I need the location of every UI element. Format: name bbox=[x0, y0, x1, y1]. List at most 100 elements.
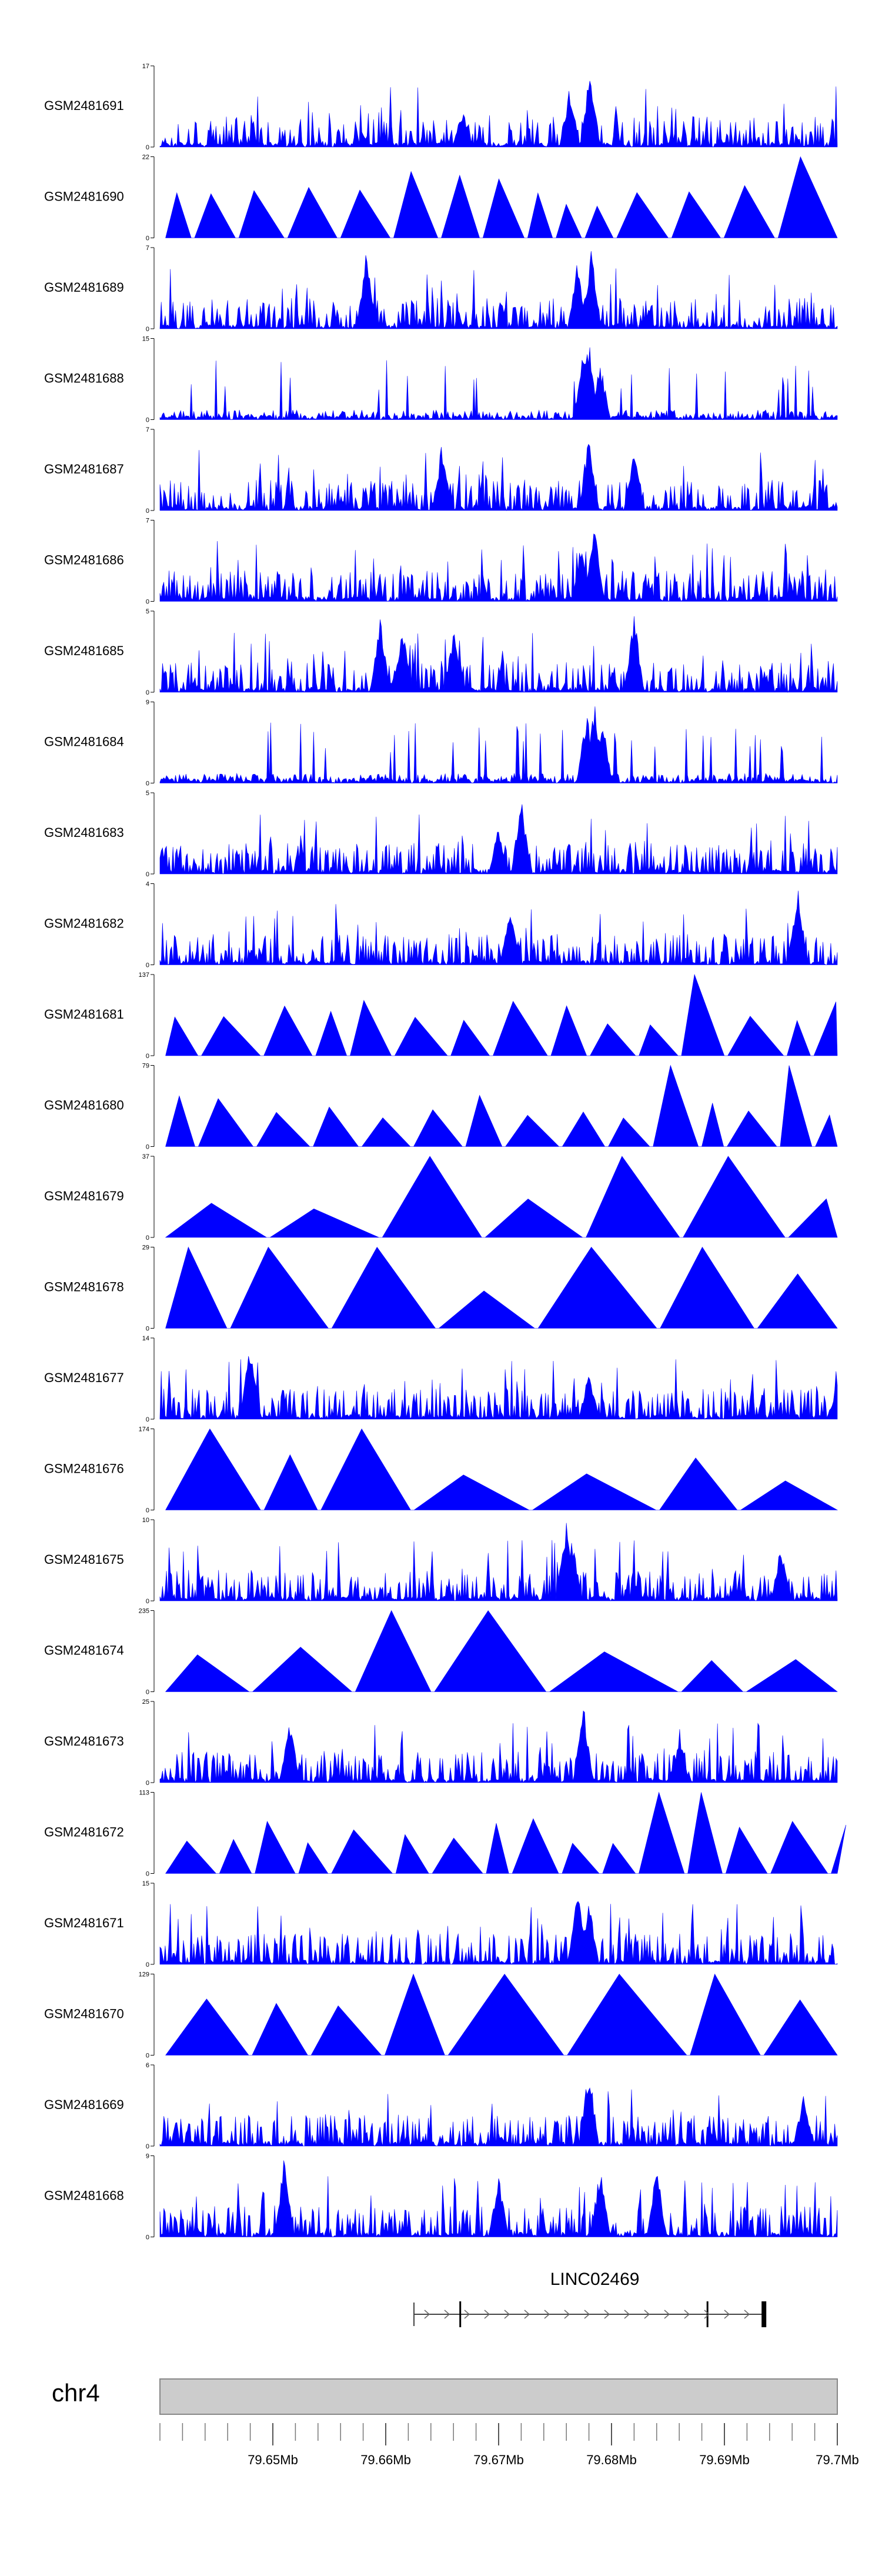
y-min-label: 0 bbox=[146, 144, 149, 151]
y-min-label: 0 bbox=[146, 1689, 149, 1696]
track-GSM2481687: GSM2481687 7 0 bbox=[44, 426, 838, 515]
track-GSM2481691: GSM2481691 17 0 bbox=[44, 63, 838, 151]
y-max-label: 113 bbox=[139, 1790, 149, 1797]
track-GSM2481678: GSM2481678 29 0 bbox=[44, 1244, 838, 1333]
y-max-label: 137 bbox=[139, 972, 149, 979]
chromosome-band bbox=[159, 2378, 838, 2415]
strand-arrow bbox=[584, 2310, 590, 2319]
track-GSM2481685: GSM2481685 5 0 bbox=[44, 608, 838, 696]
track-GSM2481672: GSM2481672 113 0 bbox=[44, 1790, 846, 1878]
coverage-area bbox=[159, 2160, 838, 2238]
y-max-label: 14 bbox=[142, 1335, 149, 1342]
track-label: GSM2481684 bbox=[44, 735, 124, 749]
coverage-area bbox=[165, 1791, 846, 1874]
coverage-area bbox=[165, 1428, 838, 1510]
y-min-label: 0 bbox=[146, 1598, 149, 1605]
coverage-area bbox=[165, 1610, 838, 1692]
y-min-label: 0 bbox=[146, 326, 149, 333]
y-min-label: 0 bbox=[146, 780, 149, 788]
y-min-label: 0 bbox=[146, 2234, 149, 2241]
coverage-area bbox=[165, 1246, 838, 1329]
strand-arrow bbox=[624, 2310, 630, 2319]
coverage-tracks: GSM2481691170GSM2481690220GSM248168970GS… bbox=[44, 63, 846, 2241]
y-max-label: 9 bbox=[146, 2153, 149, 2160]
y-max-label: 29 bbox=[142, 1244, 149, 1252]
track-GSM2481679: GSM2481679 37 0 bbox=[44, 1153, 838, 1242]
coverage-area bbox=[159, 347, 838, 421]
y-max-label: 25 bbox=[142, 1699, 149, 1706]
track-GSM2481668: GSM2481668 9 0 bbox=[44, 2153, 838, 2241]
strand-arrow bbox=[464, 2310, 470, 2319]
y-min-label: 0 bbox=[146, 2053, 149, 2060]
coverage-area bbox=[159, 804, 838, 875]
coverage-area bbox=[165, 1156, 838, 1238]
track-label: GSM2481688 bbox=[44, 371, 124, 386]
y-min-label: 0 bbox=[146, 1416, 149, 1423]
y-max-label: 4 bbox=[146, 881, 149, 888]
y-max-label: 17 bbox=[142, 63, 149, 70]
axis-tick-label: 79.65Mb bbox=[248, 2452, 298, 2467]
strand-arrow bbox=[724, 2310, 730, 2319]
strand-arrow bbox=[444, 2310, 450, 2319]
axis-tick-label: 79.68Mb bbox=[586, 2452, 637, 2467]
strand-arrow bbox=[704, 2310, 710, 2319]
track-GSM2481670: GSM2481670 129 0 bbox=[44, 1971, 838, 2060]
track-label: GSM2481681 bbox=[44, 1007, 124, 1022]
y-max-label: 7 bbox=[146, 426, 149, 433]
track-GSM2481682: GSM2481682 4 0 bbox=[44, 881, 838, 969]
exon-mark bbox=[706, 2301, 709, 2327]
track-GSM2481689: GSM2481689 7 0 bbox=[44, 245, 838, 333]
coverage-area bbox=[165, 973, 838, 1056]
coverage-area bbox=[159, 1356, 838, 1420]
track-label: GSM2481687 bbox=[44, 462, 124, 476]
track-label: GSM2481674 bbox=[44, 1643, 124, 1658]
genome-axis: chr4 79.65Mb 79.66Mb 79.67Mb 79.68Mb 79.69Mb 7… bbox=[52, 2378, 859, 2467]
y-max-label: 5 bbox=[146, 790, 149, 797]
coverage-area bbox=[159, 1901, 838, 1965]
coverage-area bbox=[159, 533, 838, 602]
strand-arrow bbox=[644, 2310, 650, 2319]
track-label: GSM2481685 bbox=[44, 643, 124, 658]
track-GSM2481690: GSM2481690 22 0 bbox=[44, 154, 838, 242]
y-min-label: 0 bbox=[146, 508, 149, 515]
coverage-area bbox=[159, 251, 838, 329]
track-label: GSM2481668 bbox=[44, 2188, 124, 2203]
y-min-label: 0 bbox=[146, 1234, 149, 1242]
y-max-label: 15 bbox=[142, 336, 149, 343]
strand-arrow bbox=[604, 2310, 610, 2319]
track-GSM2481683: GSM2481683 5 0 bbox=[44, 790, 838, 878]
strand-arrow bbox=[504, 2310, 510, 2319]
y-min-label: 0 bbox=[146, 871, 149, 878]
strand-arrow bbox=[744, 2310, 750, 2319]
track-label: GSM2481675 bbox=[44, 1552, 124, 1567]
coverage-area bbox=[159, 81, 838, 148]
track-label: GSM2481686 bbox=[44, 553, 124, 568]
strand-arrow bbox=[684, 2310, 690, 2319]
track-label: GSM2481669 bbox=[44, 2097, 124, 2112]
track-label: GSM2481680 bbox=[44, 1098, 124, 1113]
y-max-label: 5 bbox=[146, 608, 149, 615]
track-label: GSM2481691 bbox=[44, 98, 124, 113]
track-label: GSM2481683 bbox=[44, 825, 124, 840]
y-min-label: 0 bbox=[146, 235, 149, 242]
axis-tick-label: 79.66Mb bbox=[360, 2452, 411, 2467]
gene-label: LINC02469 bbox=[550, 2270, 640, 2289]
y-min-label: 0 bbox=[146, 1961, 149, 1968]
track-GSM2481684: GSM2481684 9 0 bbox=[44, 699, 838, 788]
y-max-label: 129 bbox=[139, 1971, 149, 1978]
coverage-area bbox=[159, 2087, 838, 2147]
track-GSM2481677: GSM2481677 14 0 bbox=[44, 1335, 838, 1423]
track-label: GSM2481690 bbox=[44, 189, 124, 204]
y-min-label: 0 bbox=[146, 599, 149, 606]
track-label: GSM2481672 bbox=[44, 1825, 124, 1840]
y-max-label: 174 bbox=[139, 1426, 149, 1433]
y-min-label: 0 bbox=[146, 1507, 149, 1514]
y-min-label: 0 bbox=[146, 1871, 149, 1878]
y-min-label: 0 bbox=[146, 1144, 149, 1151]
track-GSM2481673: GSM2481673 25 0 bbox=[44, 1699, 838, 1787]
track-GSM2481669: GSM2481669 6 0 bbox=[44, 2062, 838, 2150]
coverage-area bbox=[165, 1065, 838, 1147]
y-max-label: 7 bbox=[146, 518, 149, 525]
y-max-label: 10 bbox=[142, 1517, 149, 1524]
